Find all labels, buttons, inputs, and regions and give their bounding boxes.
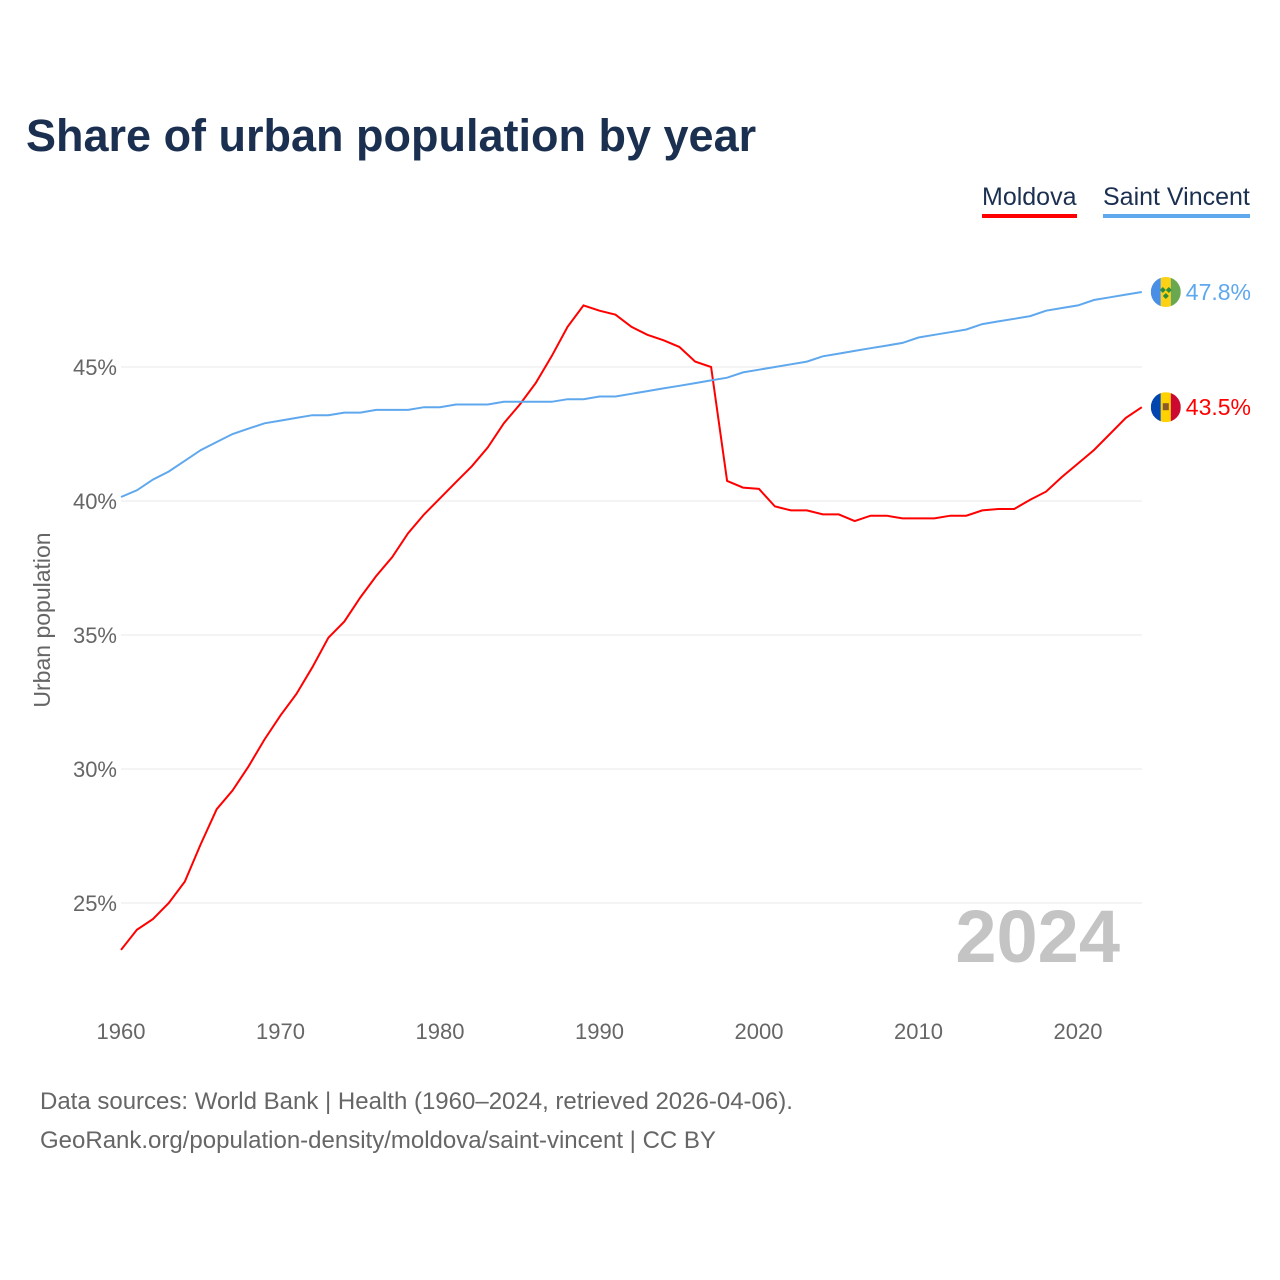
flag-stripe: [1150, 392, 1161, 423]
y-tick-label: 25%: [73, 891, 117, 916]
x-tick-label: 2020: [1054, 1019, 1103, 1044]
flag-stripe: [1160, 276, 1171, 307]
y-axis-label: Urban population: [29, 532, 55, 707]
flag-stripe: [1150, 276, 1161, 307]
y-tick-label: 40%: [73, 489, 117, 514]
x-tick-label: 1990: [575, 1019, 624, 1044]
flag-emblem: [1162, 403, 1169, 411]
x-tick-label: 1970: [256, 1019, 305, 1044]
flag-diamond: [1159, 286, 1166, 293]
moldova-flag-icon: [1150, 392, 1181, 423]
series-line-moldova: [120, 304, 1143, 951]
x-tick-label: 2010: [894, 1019, 943, 1044]
saint-vincent-flag-icon: [1150, 276, 1181, 307]
year-watermark: 2024: [955, 895, 1120, 978]
y-tick-label: 35%: [73, 623, 117, 648]
flag-diamond: [1165, 286, 1172, 293]
end-value-label-moldova: 43.5%: [1186, 394, 1251, 420]
legend-saint-vincent[interactable]: Saint Vincent: [1103, 183, 1250, 218]
chart-title: Share of urban population by year: [26, 110, 757, 161]
legend-moldova[interactable]: Moldova: [982, 183, 1077, 218]
flag-stripe: [1170, 276, 1181, 307]
x-tick-label: 1980: [416, 1019, 465, 1044]
y-tick-label: 30%: [73, 757, 117, 782]
series-line-saint-vincent: [120, 291, 1142, 498]
footer-link[interactable]: GeoRank.org/population-density/moldova/s…: [40, 1127, 716, 1154]
x-tick-label: 2000: [735, 1019, 784, 1044]
x-tick-label: 1960: [97, 1019, 146, 1044]
footer-sources: Data sources: World Bank | Health (1960–…: [40, 1088, 793, 1115]
end-value-label-saint-vincent: 47.8%: [1186, 279, 1251, 305]
flag-diamond: [1162, 292, 1169, 299]
y-tick-label: 45%: [73, 355, 117, 380]
flag-stripe: [1170, 392, 1181, 423]
